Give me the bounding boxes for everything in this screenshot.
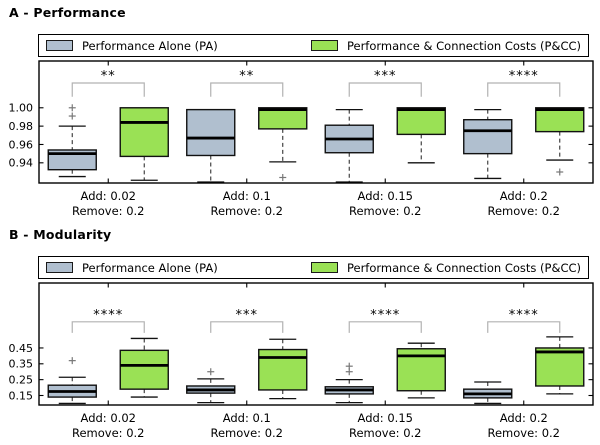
legend-b: Performance Alone (PA) Performance & Con… xyxy=(38,256,589,279)
svg-text:1.00: 1.00 xyxy=(9,102,34,115)
svg-text:0.45: 0.45 xyxy=(9,342,34,355)
svg-text:**: ** xyxy=(101,69,116,84)
panel-performance: A - Performance Performance Alone (PA) P… xyxy=(0,0,600,222)
legend-entry-pa: Performance Alone (PA) xyxy=(46,261,218,275)
pa-swatch-icon xyxy=(46,40,73,51)
legend-entry-pcc: Performance & Connection Costs (P&CC) xyxy=(310,38,581,53)
legend-label-pa: Performance Alone (PA) xyxy=(82,38,218,53)
svg-text:Add: 0.02: Add: 0.02 xyxy=(81,189,136,203)
svg-text:Remove: 0.2: Remove: 0.2 xyxy=(72,426,145,440)
svg-text:Add: 0.02: Add: 0.02 xyxy=(81,411,136,425)
svg-text:Remove: 0.2: Remove: 0.2 xyxy=(72,204,145,218)
svg-text:0.98: 0.98 xyxy=(9,120,34,133)
svg-text:0.35: 0.35 xyxy=(9,358,34,371)
svg-text:Add: 0.15: Add: 0.15 xyxy=(358,189,413,203)
svg-text:Add: 0.1: Add: 0.1 xyxy=(223,189,271,203)
svg-text:****: **** xyxy=(509,308,539,323)
panel-modularity: B - Modularity Performance Alone (PA) Pe… xyxy=(0,222,600,445)
legend-label-pcc: Performance & Connection Costs (P&CC) xyxy=(346,38,581,53)
legend-entry-pcc: Performance & Connection Costs (P&CC) xyxy=(310,260,581,275)
legend-entry-pa: Performance Alone (PA) xyxy=(46,39,218,53)
legend-a: Performance Alone (PA) Performance & Con… xyxy=(38,34,589,57)
svg-text:**: ** xyxy=(239,69,254,84)
svg-text:Add: 0.2: Add: 0.2 xyxy=(500,411,548,425)
svg-text:0.15: 0.15 xyxy=(9,389,34,402)
svg-text:0.25: 0.25 xyxy=(9,373,34,386)
svg-text:Add: 0.15: Add: 0.15 xyxy=(358,411,413,425)
svg-text:Remove: 0.2: Remove: 0.2 xyxy=(211,204,284,218)
panel-a-title: A - Performance xyxy=(9,5,126,20)
svg-text:****: **** xyxy=(370,308,400,323)
svg-text:Remove: 0.2: Remove: 0.2 xyxy=(349,426,422,440)
legend-label-pa: Performance Alone (PA) xyxy=(82,260,218,275)
pa-swatch-icon xyxy=(46,262,73,273)
svg-text:0.94: 0.94 xyxy=(9,157,34,170)
svg-text:Remove: 0.2: Remove: 0.2 xyxy=(211,426,284,440)
svg-text:Remove: 0.2: Remove: 0.2 xyxy=(488,204,561,218)
svg-text:Add: 0.2: Add: 0.2 xyxy=(500,189,548,203)
pcc-swatch-icon xyxy=(310,40,338,51)
svg-text:****: **** xyxy=(509,69,539,84)
pcc-swatch-icon xyxy=(310,262,338,273)
svg-text:Add: 0.1: Add: 0.1 xyxy=(223,411,271,425)
svg-text:Remove: 0.2: Remove: 0.2 xyxy=(488,426,561,440)
svg-text:0.96: 0.96 xyxy=(9,138,34,151)
svg-text:Remove: 0.2: Remove: 0.2 xyxy=(349,204,422,218)
svg-text:****: **** xyxy=(93,308,123,323)
svg-text:***: *** xyxy=(374,69,397,84)
legend-label-pcc: Performance & Connection Costs (P&CC) xyxy=(346,260,581,275)
svg-text:***: *** xyxy=(236,308,259,323)
panel-b-title: B - Modularity xyxy=(9,227,112,242)
